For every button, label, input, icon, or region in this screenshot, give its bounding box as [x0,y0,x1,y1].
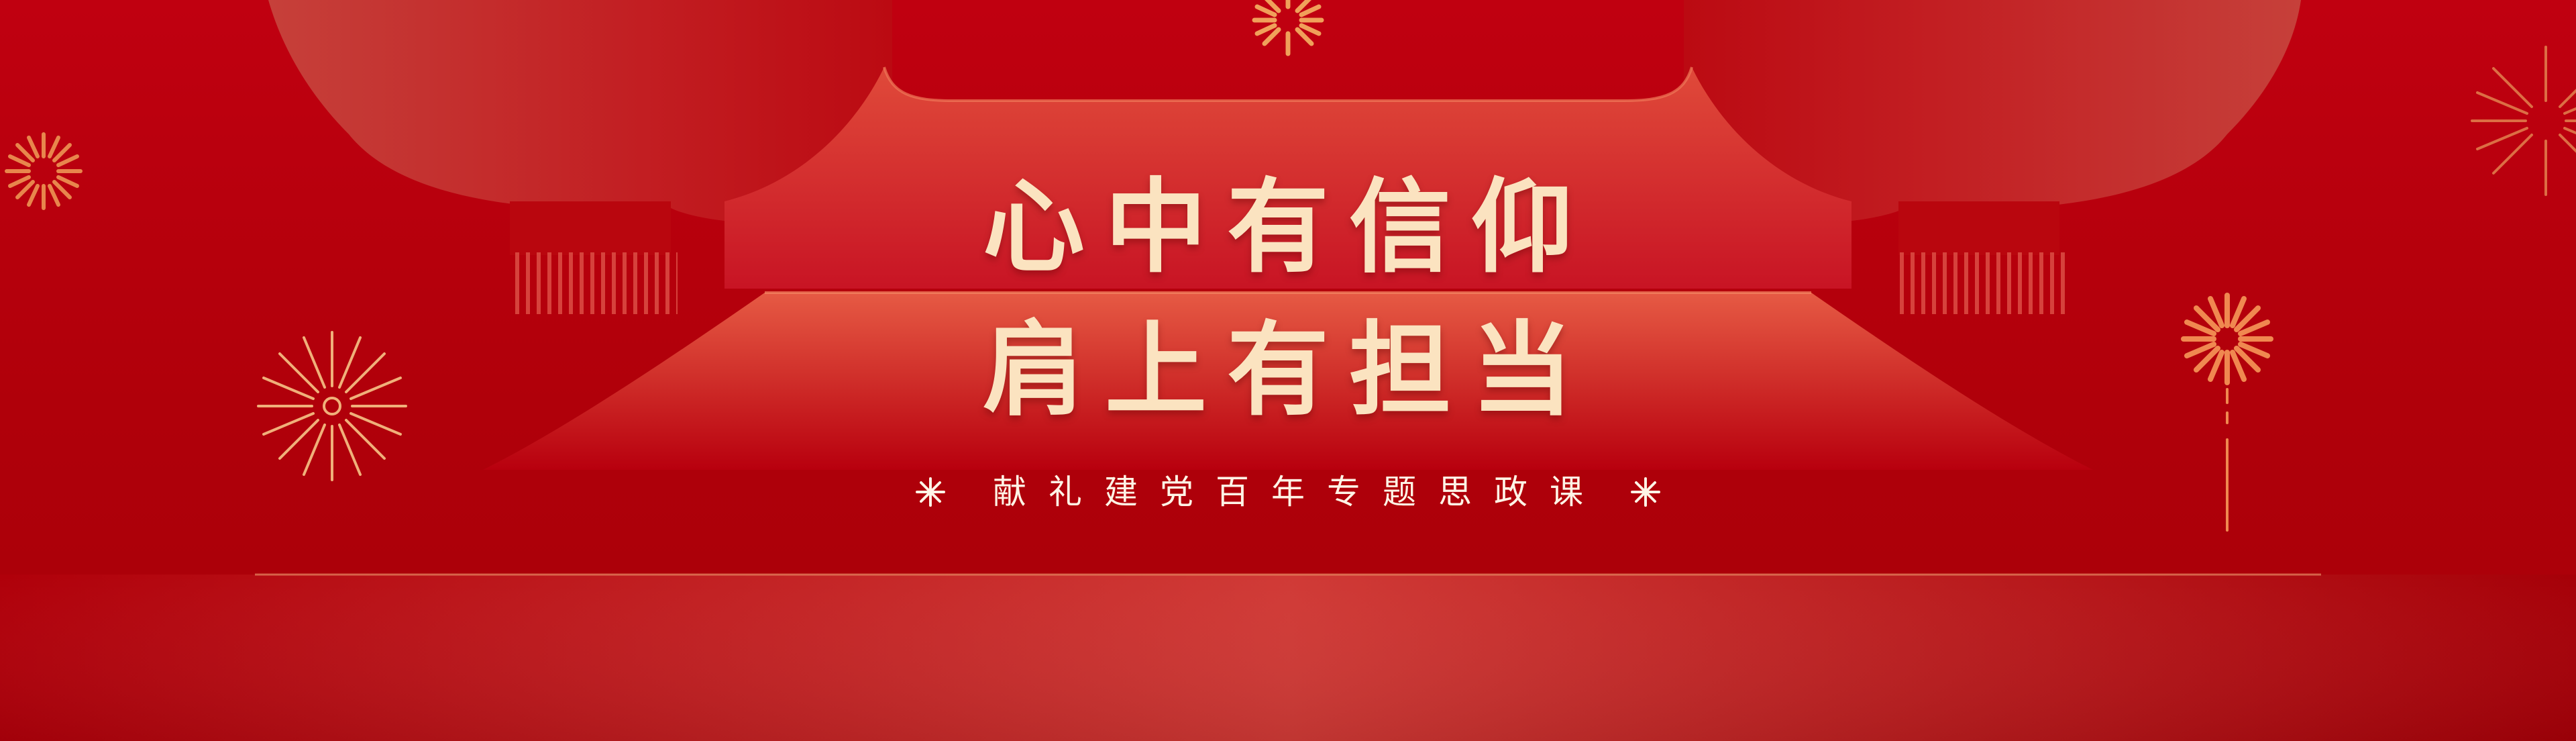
title-line-2: 肩上有担当 [983,309,1593,430]
subtitle: 献礼建党百年专题思政课 [993,473,1605,511]
asterisk-sparkle-icon [916,477,945,507]
firework-icon [2181,293,2273,385]
asterisk-sparkle-icon [1631,477,1660,507]
subtitle-row: 献礼建党百年专题思政课 [0,462,2576,522]
firework-icon [5,132,83,210]
title-line-1: 心中有信仰 [983,166,1593,287]
firework-icon [1252,0,1324,56]
firework-icon [2471,46,2576,196]
firework-icon [257,331,407,481]
